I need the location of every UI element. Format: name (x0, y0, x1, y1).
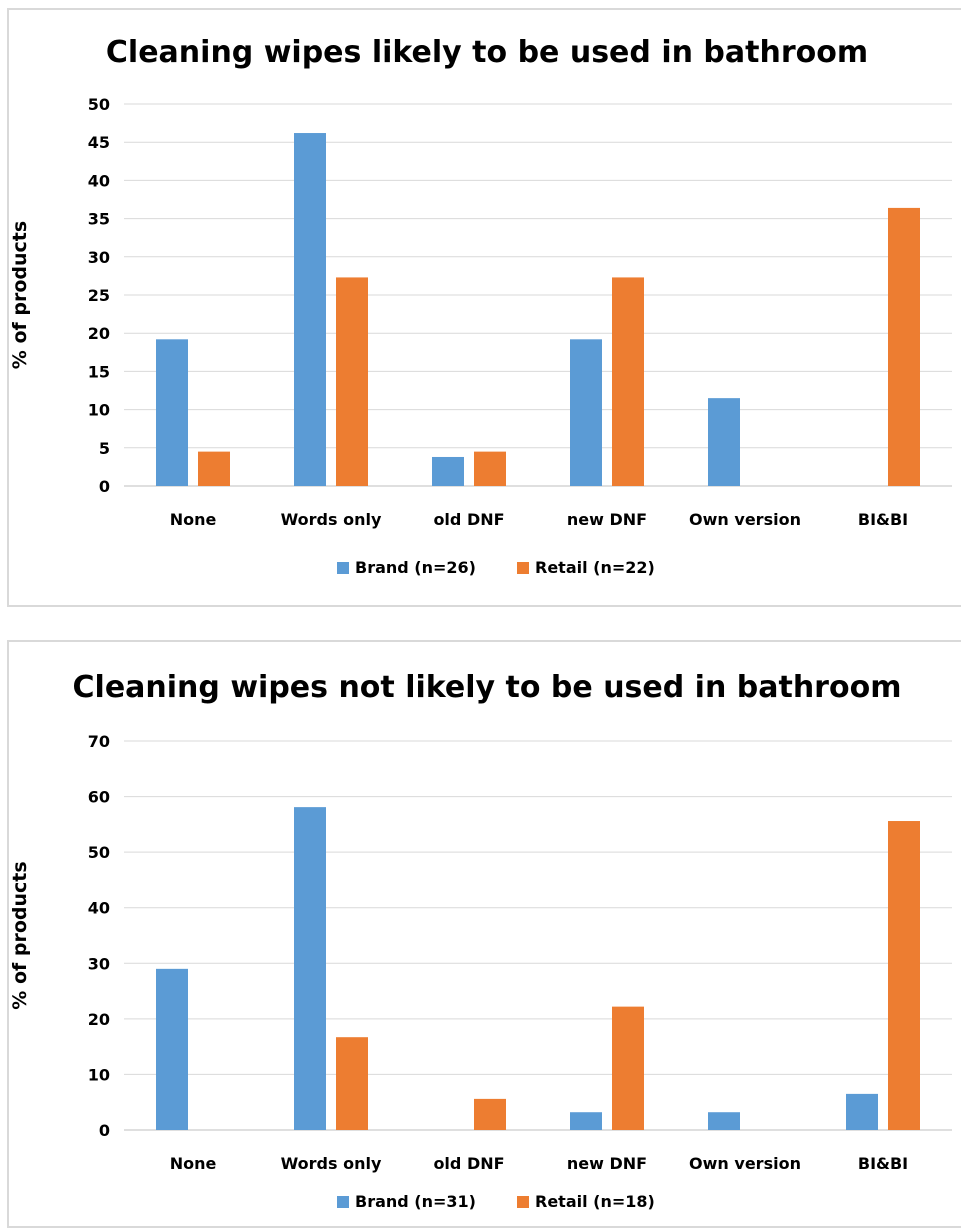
y-tick-label: 30 (88, 248, 110, 267)
bar-retail-n-22-bi-bi (888, 207, 920, 487)
chart-title: Cleaning wipes likely to be used in bath… (106, 35, 868, 70)
x-tick-label: old DNF (433, 510, 504, 529)
y-tick-label: 30 (88, 954, 110, 973)
bar-brand-n-26-none (156, 339, 188, 486)
y-tick-label: 40 (88, 899, 110, 918)
y-tick-label: 60 (88, 788, 110, 807)
bar-retail-n-22-new-dnf (612, 277, 644, 486)
y-tick-label: 50 (88, 95, 110, 114)
y-tick-label: 20 (88, 324, 110, 343)
bar-brand-n-31-none (156, 968, 188, 1130)
x-tick-label: new DNF (567, 1154, 647, 1173)
legend-swatch-retail-n-22 (517, 562, 529, 574)
legend-swatch-brand-n-26 (337, 562, 349, 574)
chart-panel-likely: Cleaning wipes likely to be used in bath… (7, 8, 961, 607)
bar-chart-likely: Cleaning wipes likely to be used in bath… (9, 35, 952, 577)
y-tick-label: 40 (88, 171, 110, 190)
y-tick-label: 0 (99, 1121, 110, 1140)
bar-retail-n-22-none (198, 451, 230, 486)
legend-swatch-brand-n-31 (337, 1196, 349, 1208)
y-axis-label: % of products (9, 861, 31, 1009)
chart-title: Cleaning wipes not likely to be used in … (73, 670, 902, 705)
x-tick-label: Words only (281, 510, 382, 529)
bar-brand-n-31-bi-bi (846, 1093, 878, 1130)
legend-label: Retail (n=22) (535, 558, 655, 577)
bar-retail-n-22-words-only (336, 277, 368, 486)
bar-brand-n-31-new-dnf (570, 1112, 602, 1130)
y-tick-label: 20 (88, 1010, 110, 1029)
bar-chart-not-likely: Cleaning wipes not likely to be used in … (9, 670, 952, 1211)
y-tick-label: 35 (88, 210, 110, 229)
y-tick-label: 15 (88, 362, 110, 381)
bar-retail-n-18-words-only (336, 1037, 368, 1130)
x-tick-label: new DNF (567, 510, 647, 529)
bar-brand-n-26-old-dnf (432, 456, 464, 486)
bar-brand-n-26-words-only (294, 133, 326, 487)
y-tick-label: 0 (99, 477, 110, 496)
bar-retail-n-18-bi-bi (888, 821, 920, 1130)
y-tick-label: 70 (88, 732, 110, 751)
bar-brand-n-26-own-version (708, 398, 740, 486)
y-tick-label: 5 (99, 439, 110, 458)
y-tick-label: 50 (88, 843, 110, 862)
legend-swatch-retail-n-18 (517, 1196, 529, 1208)
y-tick-label: 10 (88, 401, 110, 420)
x-tick-label: Own version (689, 1154, 801, 1173)
bar-retail-n-22-old-dnf (474, 451, 506, 486)
x-tick-label: BI&BI (858, 510, 908, 529)
bar-retail-n-18-old-dnf (474, 1098, 506, 1130)
chart-panel-not-likely: Cleaning wipes not likely to be used in … (7, 640, 961, 1228)
y-tick-label: 45 (88, 133, 110, 152)
y-tick-label: 25 (88, 286, 110, 305)
bar-retail-n-18-new-dnf (612, 1006, 644, 1130)
legend-label: Brand (n=31) (355, 1192, 476, 1211)
x-tick-label: old DNF (433, 1154, 504, 1173)
bar-brand-n-26-new-dnf (570, 339, 602, 486)
legend-label: Retail (n=18) (535, 1192, 655, 1211)
y-axis-label: % of products (9, 221, 31, 369)
bar-brand-n-31-own-version (708, 1112, 740, 1130)
legend-label: Brand (n=26) (355, 558, 476, 577)
bar-brand-n-31-words-only (294, 807, 326, 1130)
y-tick-label: 10 (88, 1065, 110, 1084)
x-tick-label: None (170, 510, 217, 529)
x-tick-label: None (170, 1154, 217, 1173)
x-tick-label: Own version (689, 510, 801, 529)
x-tick-label: Words only (281, 1154, 382, 1173)
x-tick-label: BI&BI (858, 1154, 908, 1173)
